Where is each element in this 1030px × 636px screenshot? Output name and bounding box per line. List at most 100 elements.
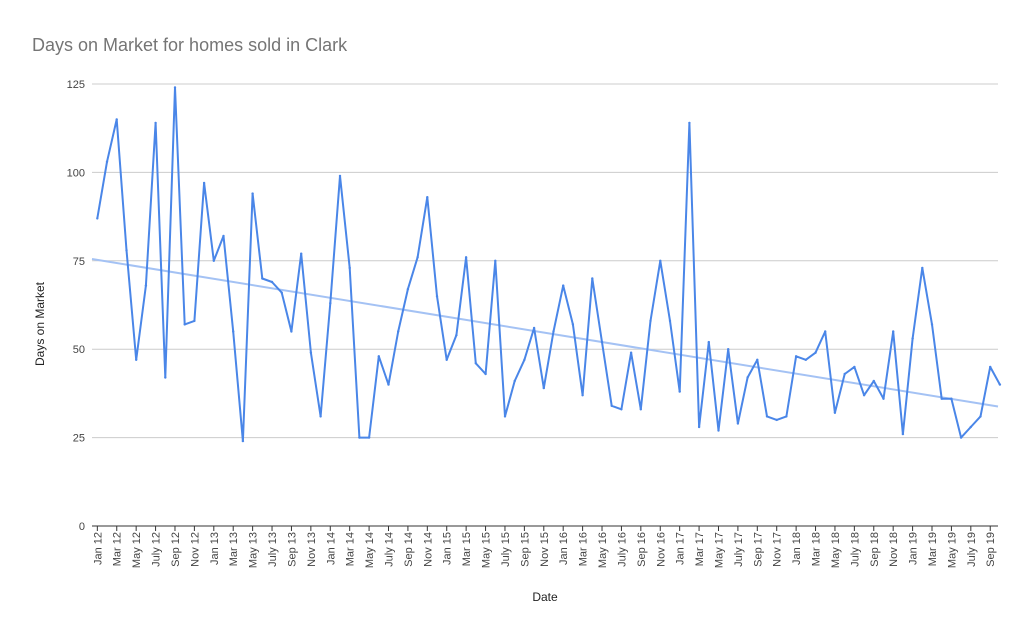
data-point xyxy=(135,358,138,361)
y-tick-label: 75 xyxy=(73,256,85,268)
x-tick-label: July 19 xyxy=(966,532,978,567)
x-tick-label: Jan 13 xyxy=(209,532,221,565)
x-tick-label: May 13 xyxy=(248,532,260,568)
data-point xyxy=(426,196,429,199)
x-tick-label: Nov 12 xyxy=(189,532,201,567)
x-tick-label: Mar 17 xyxy=(694,532,706,566)
data-point xyxy=(377,355,380,358)
data-point xyxy=(445,358,448,361)
data-point xyxy=(484,372,487,376)
data-point xyxy=(455,333,458,337)
data-point xyxy=(261,277,264,280)
x-tick-label: Jan 17 xyxy=(675,532,687,565)
data-point xyxy=(338,174,342,178)
data-point xyxy=(959,436,963,439)
data-point xyxy=(717,429,720,432)
data-point xyxy=(494,259,497,262)
x-tick-label: July 14 xyxy=(384,532,396,567)
x-tick-label: Sep 17 xyxy=(752,532,764,567)
x-tick-label: Nov 18 xyxy=(888,532,900,567)
x-axis-title: Date xyxy=(532,590,558,604)
data-point xyxy=(775,418,778,422)
x-tick-label: Sep 16 xyxy=(636,532,648,567)
data-point xyxy=(367,436,371,439)
data-point xyxy=(882,397,885,400)
x-tick-label: Jan 14 xyxy=(325,532,337,565)
x-tick-label: Mar 18 xyxy=(811,532,823,566)
data-point xyxy=(464,256,468,259)
y-tick-label: 50 xyxy=(73,344,85,356)
data-point xyxy=(503,415,507,418)
x-tick-label: Mar 13 xyxy=(228,532,240,566)
y-tick-label: 125 xyxy=(67,79,85,91)
data-point xyxy=(697,425,701,429)
data-point xyxy=(144,284,148,287)
x-tick-label: May 16 xyxy=(597,532,609,568)
x-tick-label: Jan 18 xyxy=(791,532,803,565)
x-tick-label: Mar 16 xyxy=(578,532,590,566)
data-point xyxy=(96,217,99,220)
x-tick-label: Mar 14 xyxy=(345,532,357,566)
x-tick-label: July 17 xyxy=(733,532,745,567)
data-point xyxy=(232,330,235,333)
data-points xyxy=(96,86,1002,443)
data-point xyxy=(911,337,914,340)
data-point xyxy=(309,351,313,354)
chart-title: Days on Market for homes sold in Clark xyxy=(32,35,348,55)
data-point xyxy=(901,432,905,436)
y-tick-label: 0 xyxy=(79,521,85,533)
data-point xyxy=(892,330,895,333)
data-point xyxy=(736,422,740,425)
data-point xyxy=(814,351,817,354)
data-point xyxy=(930,323,934,326)
data-point xyxy=(251,192,254,195)
data-point xyxy=(998,383,1002,386)
data-point xyxy=(853,365,856,369)
x-tick-label: July 18 xyxy=(849,532,861,567)
data-point xyxy=(940,397,943,400)
y-axis-ticks: 0 25 50 75 100 125 xyxy=(67,79,85,533)
data-point xyxy=(707,340,710,344)
data-point xyxy=(562,284,565,287)
data-point xyxy=(387,383,390,386)
x-tick-label: July 16 xyxy=(616,532,628,567)
data-point xyxy=(785,415,788,418)
x-tick-label: Sep 12 xyxy=(170,532,182,567)
data-point xyxy=(542,386,545,390)
x-tick-label: Nov 16 xyxy=(655,532,667,567)
data-point xyxy=(416,256,419,259)
data-point xyxy=(727,348,730,351)
x-tick-label: Sep 19 xyxy=(985,532,997,567)
data-point xyxy=(639,408,642,411)
data-point xyxy=(300,252,303,255)
data-point xyxy=(765,415,769,418)
data-point xyxy=(173,86,177,89)
data-point xyxy=(222,234,225,238)
y-tick-label: 100 xyxy=(67,167,85,179)
data-point xyxy=(435,295,439,298)
data-point xyxy=(591,277,594,280)
data-point xyxy=(668,319,672,323)
data-point xyxy=(969,425,972,429)
data-point xyxy=(833,411,837,414)
data-point xyxy=(329,302,332,305)
data-point xyxy=(600,340,604,344)
data-point xyxy=(183,323,186,326)
gridlines xyxy=(92,83,998,439)
data-point xyxy=(397,330,400,333)
x-tick-label: Mar 12 xyxy=(112,532,124,566)
x-tick-label: Sep 18 xyxy=(869,532,881,567)
data-point xyxy=(513,379,516,383)
data-point xyxy=(862,394,866,397)
data-point xyxy=(115,118,118,121)
x-tick-label: Sep 15 xyxy=(519,532,531,567)
x-tick-label: Nov 17 xyxy=(772,532,784,567)
data-point xyxy=(824,330,827,333)
data-point xyxy=(989,365,992,369)
data-point xyxy=(678,390,681,393)
data-point xyxy=(804,358,807,361)
x-tick-label: May 14 xyxy=(364,532,376,568)
x-tick-label: Nov 15 xyxy=(539,532,551,567)
data-point xyxy=(756,358,759,361)
data-point xyxy=(125,249,128,252)
